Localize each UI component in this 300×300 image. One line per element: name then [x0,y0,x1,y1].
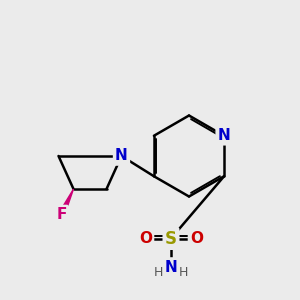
Text: F: F [56,207,67,222]
Text: N: N [165,260,177,274]
Text: N: N [218,128,230,143]
Text: S: S [165,230,177,247]
Text: H: H [179,266,188,279]
Text: O: O [190,231,203,246]
Text: O: O [139,231,152,246]
Polygon shape [59,189,74,216]
Text: N: N [115,148,128,164]
Text: H: H [154,266,163,279]
